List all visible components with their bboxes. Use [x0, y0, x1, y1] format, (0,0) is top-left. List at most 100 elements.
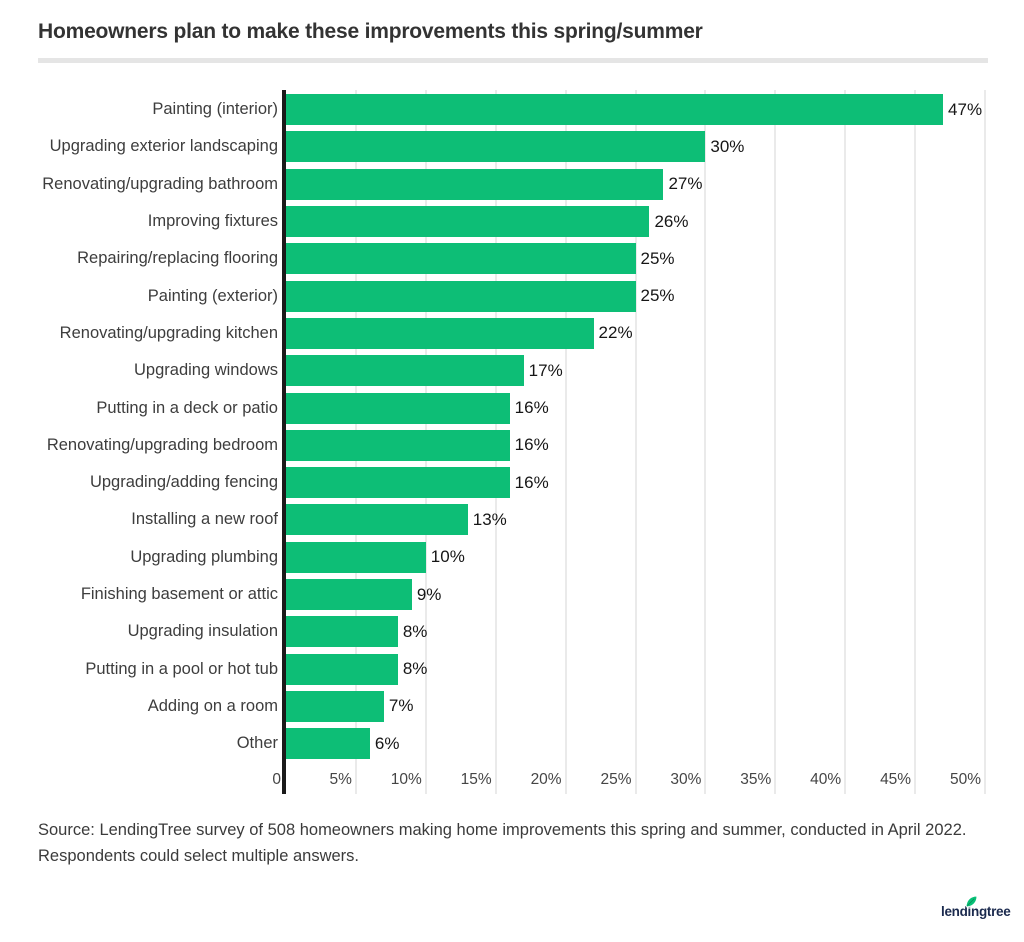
- bar: [286, 131, 706, 163]
- chart-row: Upgrading plumbing 10%: [0, 539, 1024, 576]
- category-label: Renovating/upgrading kitchen: [59, 323, 278, 342]
- bar: [286, 206, 650, 238]
- source-line-2: Respondents could select multiple answer…: [38, 847, 360, 865]
- value-label: 7%: [388, 696, 414, 716]
- value-label: 30%: [710, 136, 745, 156]
- bar-track: 25%: [286, 243, 985, 275]
- category-label: Upgrading exterior landscaping: [49, 137, 278, 156]
- x-tick-label: 5%: [329, 771, 352, 788]
- category-label: Adding on a room: [147, 696, 278, 715]
- gridline: [704, 90, 707, 794]
- chart-row: Upgrading windows 17%: [0, 352, 1024, 389]
- category-label: Upgrading/adding fencing: [89, 473, 278, 492]
- category-label: Installing a new roof: [131, 510, 278, 529]
- gridline: [634, 90, 637, 794]
- value-label: 25%: [640, 248, 675, 268]
- chart-row: Upgrading exterior landscaping 30%: [0, 128, 1024, 165]
- chart-row: Painting (interior) 47%: [0, 91, 1024, 128]
- gridline: [774, 90, 777, 794]
- bar: [286, 541, 426, 573]
- category-label: Putting in a pool or hot tub: [85, 659, 278, 678]
- x-axis-tick-labels: 0 5% 10% 15% 20% 25% 30% 35% 40% 45% 50%: [0, 771, 1024, 793]
- value-label: 16%: [514, 435, 549, 455]
- chart-title: Homeowners plan to make these improvemen…: [38, 20, 703, 43]
- title-divider: [38, 58, 988, 63]
- value-label: 16%: [514, 398, 549, 418]
- x-tick-label: 20%: [530, 771, 562, 788]
- chart-row: Upgrading insulation 8%: [0, 613, 1024, 650]
- source-note: Source: LendingTree survey of 508 homeow…: [38, 817, 988, 869]
- chart-row: Improving fixtures 26%: [0, 203, 1024, 240]
- bar-track: 16%: [286, 429, 985, 461]
- value-label: 17%: [528, 360, 563, 380]
- bar-track: 27%: [286, 168, 985, 200]
- bar: [286, 243, 636, 275]
- x-tick-label: 10%: [390, 771, 422, 788]
- bar: [286, 355, 524, 387]
- gridline: [914, 90, 917, 794]
- chart-row: Renovating/upgrading bathroom 27%: [0, 166, 1024, 203]
- bar: [286, 94, 944, 126]
- x-tick-label: 0: [272, 771, 281, 788]
- value-label: 8%: [402, 659, 428, 679]
- bar-track: 16%: [286, 392, 985, 424]
- bar-track: 8%: [286, 616, 985, 648]
- bar-track: 16%: [286, 467, 985, 499]
- bar: [286, 429, 510, 461]
- category-label: Finishing basement or attic: [80, 585, 278, 603]
- chart-row: Installing a new roof 13%: [0, 501, 1024, 538]
- x-tick-label: 25%: [600, 771, 632, 788]
- bar: [286, 728, 370, 760]
- value-label: 8%: [402, 621, 428, 641]
- category-label: Upgrading windows: [134, 361, 278, 380]
- gridline: [984, 90, 986, 794]
- category-label: Repairing/replacing flooring: [77, 249, 278, 268]
- bar: [286, 653, 398, 685]
- bar: [286, 168, 664, 200]
- gridline: [564, 90, 567, 794]
- bar-track: 13%: [286, 504, 985, 536]
- x-tick-label: 50%: [949, 771, 981, 788]
- category-label: Other: [236, 734, 278, 753]
- bar: [286, 467, 510, 499]
- x-tick-label: 15%: [460, 771, 492, 788]
- bar-track: 10%: [286, 541, 985, 573]
- value-label: 9%: [416, 584, 442, 604]
- bar-track: 30%: [286, 131, 985, 163]
- bar-track: 25%: [286, 280, 985, 312]
- chart-row: Putting in a deck or patio 16%: [0, 389, 1024, 426]
- bar: [286, 392, 510, 424]
- bar-chart-rows: Painting (interior) 47% Upgrading exteri…: [0, 91, 1024, 762]
- value-label: 16%: [514, 472, 549, 492]
- value-label: 10%: [430, 547, 465, 567]
- bar-track: 7%: [286, 690, 985, 722]
- value-label: 26%: [654, 211, 689, 231]
- chart-row: Other 6%: [0, 725, 1024, 762]
- leaf-icon: [965, 895, 978, 908]
- bar-track: 17%: [286, 355, 985, 387]
- bar-track: 22%: [286, 317, 985, 349]
- x-tick-label: 35%: [740, 771, 772, 788]
- bar-track: 9%: [286, 579, 985, 610]
- value-label: 27%: [668, 174, 703, 194]
- category-label: Painting (exterior): [147, 286, 278, 305]
- bar: [286, 579, 412, 610]
- chart-row: Putting in a pool or hot tub 8%: [0, 650, 1024, 687]
- chart-row: Upgrading/adding fencing 16%: [0, 464, 1024, 501]
- bar: [286, 504, 468, 536]
- bar-track: 47%: [286, 94, 985, 126]
- bar-track: 6%: [286, 728, 985, 760]
- x-tick-label: 40%: [810, 771, 842, 788]
- value-label: 22%: [598, 323, 633, 343]
- category-label: Painting (interior): [152, 100, 278, 119]
- value-label: 6%: [374, 733, 400, 753]
- lendingtree-logo: lendingtree: [941, 894, 1021, 928]
- value-label: 47%: [948, 99, 983, 119]
- chart-row: Renovating/upgrading kitchen 22%: [0, 315, 1024, 352]
- chart-row: Adding on a room 7%: [0, 688, 1024, 725]
- category-label: Upgrading plumbing: [130, 547, 278, 566]
- chart-row: Finishing basement or attic 9%: [0, 576, 1024, 613]
- lendingtree-wordmark: lendingtree: [941, 904, 1011, 919]
- bar: [286, 280, 636, 312]
- chart-row: Painting (exterior) 25%: [0, 277, 1024, 314]
